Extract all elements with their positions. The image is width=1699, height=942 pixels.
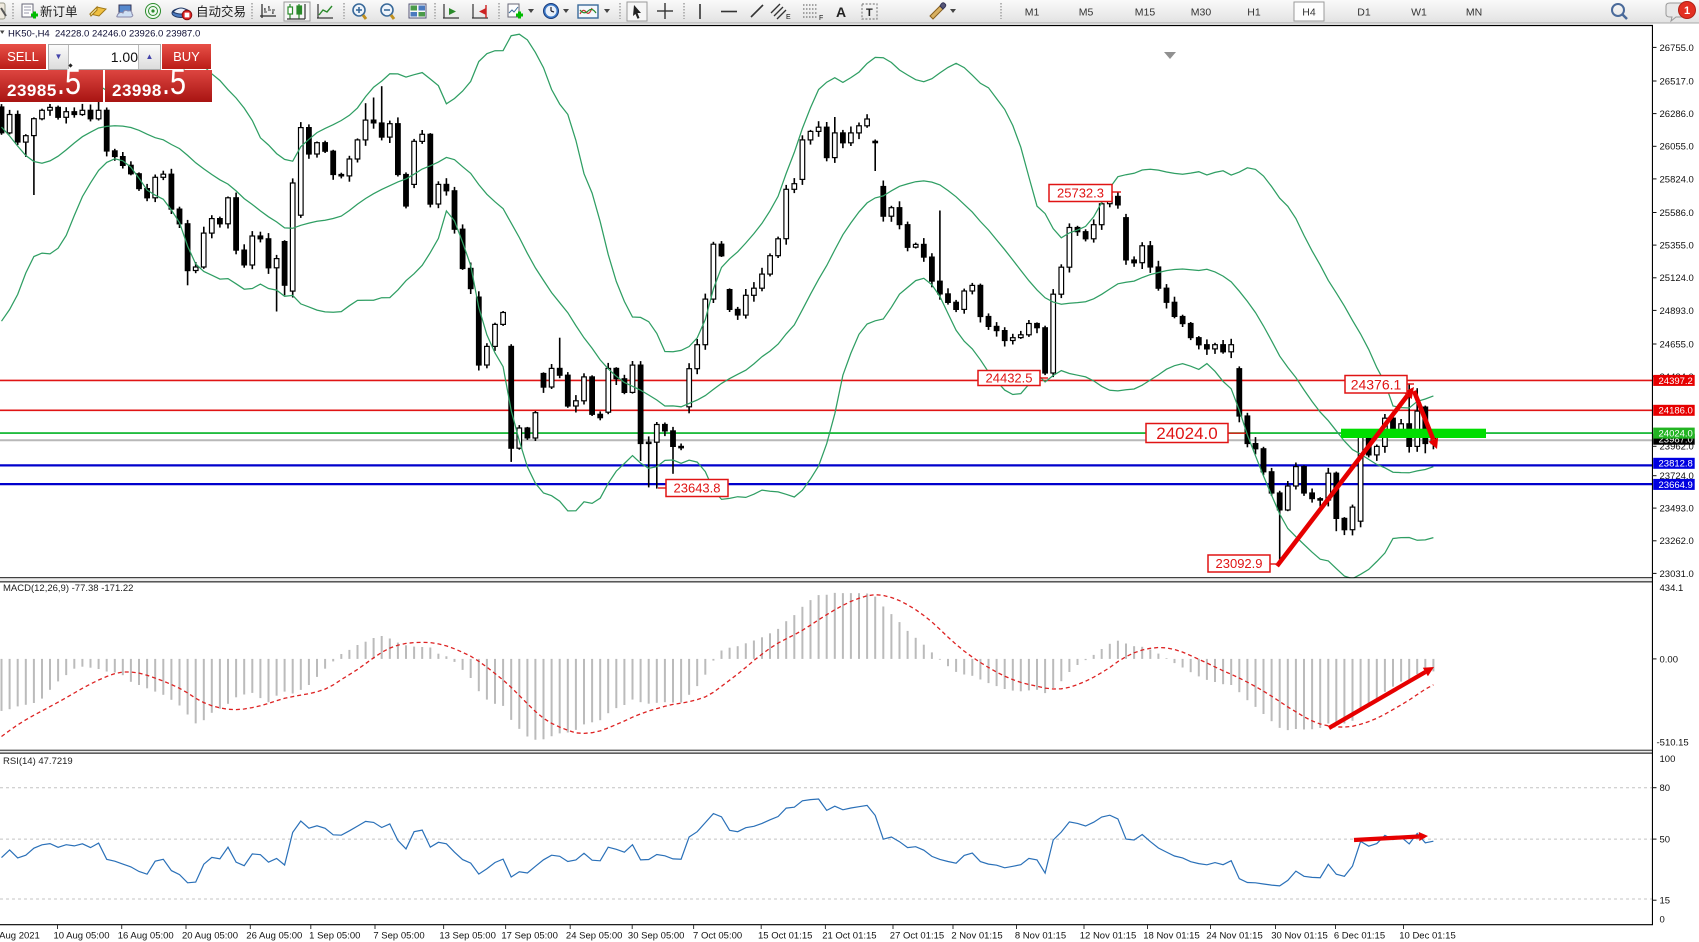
svg-text:25355.0: 25355.0 (1660, 241, 1694, 252)
svg-text:24893.0: 24893.0 (1660, 306, 1694, 317)
svg-text:23092.9: 23092.9 (1216, 556, 1263, 571)
svg-text:18 Nov 01:15: 18 Nov 01:15 (1143, 931, 1200, 942)
svg-text:0.00: 0.00 (1660, 654, 1679, 665)
svg-text:24432.5: 24432.5 (986, 371, 1033, 386)
svg-text:E: E (786, 14, 791, 21)
svg-text:24024.0: 24024.0 (1156, 424, 1217, 443)
svg-text:30 Nov 01:15: 30 Nov 01:15 (1271, 931, 1328, 942)
svg-text:23493.0: 23493.0 (1660, 504, 1694, 515)
svg-text:434.1: 434.1 (1660, 583, 1684, 594)
svg-text:Aug 2021: Aug 2021 (0, 931, 40, 942)
svg-text:H4: H4 (1302, 7, 1316, 19)
svg-text:26286.0: 26286.0 (1660, 109, 1694, 120)
svg-text:2 Nov 01:15: 2 Nov 01:15 (951, 931, 1002, 942)
svg-text:15 Oct 01:15: 15 Oct 01:15 (758, 931, 812, 942)
svg-text:7 Oct 05:00: 7 Oct 05:00 (693, 931, 742, 942)
svg-text:MACD(12,26,9) -77.38 -171.22: MACD(12,26,9) -77.38 -171.22 (3, 583, 133, 594)
svg-text:23987.0: 23987.0 (1659, 435, 1693, 446)
svg-text:自动交易: 自动交易 (196, 4, 246, 19)
svg-text:1: 1 (1684, 5, 1690, 17)
svg-text:24 Nov 01:15: 24 Nov 01:15 (1206, 931, 1263, 942)
svg-text:26517.0: 26517.0 (1660, 76, 1694, 87)
svg-text:24024.0: 24024.0 (1659, 429, 1693, 440)
svg-text:RSI(14) 47.7219: RSI(14) 47.7219 (3, 756, 73, 767)
svg-text:24186.0: 24186.0 (1659, 406, 1693, 417)
svg-text:23812.8: 23812.8 (1659, 459, 1693, 470)
svg-text:20 Aug 05:00: 20 Aug 05:00 (182, 931, 238, 942)
svg-text:17 Sep 05:00: 17 Sep 05:00 (501, 931, 558, 942)
svg-text:M15: M15 (1135, 7, 1156, 19)
svg-text:25586.0: 25586.0 (1660, 208, 1694, 219)
svg-text:21 Oct 01:15: 21 Oct 01:15 (822, 931, 876, 942)
svg-text:30 Sep 05:00: 30 Sep 05:00 (628, 931, 685, 942)
svg-text:M1: M1 (1025, 7, 1040, 19)
svg-text:23724.0: 23724.0 (1660, 471, 1694, 482)
svg-text:23031.0: 23031.0 (1660, 569, 1694, 580)
svg-text:1 Sep 05:00: 1 Sep 05:00 (309, 931, 360, 942)
svg-text:24655.0: 24655.0 (1660, 339, 1694, 350)
svg-text:6 Dec 01:15: 6 Dec 01:15 (1334, 931, 1385, 942)
svg-text:M30: M30 (1191, 7, 1212, 19)
svg-text:80: 80 (1660, 783, 1671, 794)
svg-text:23962.0: 23962.0 (1660, 442, 1694, 453)
svg-text:13 Sep 05:00: 13 Sep 05:00 (439, 931, 496, 942)
svg-text:M5: M5 (1079, 7, 1094, 19)
svg-text:26755.0: 26755.0 (1660, 43, 1694, 54)
svg-text:26 Aug 05:00: 26 Aug 05:00 (246, 931, 302, 942)
svg-text:15: 15 (1660, 896, 1671, 907)
svg-text:100: 100 (1660, 754, 1676, 765)
svg-text:7 Sep 05:00: 7 Sep 05:00 (373, 931, 424, 942)
svg-text:MN: MN (1466, 7, 1482, 19)
svg-text:23262.0: 23262.0 (1660, 536, 1694, 547)
svg-text:26055.0: 26055.0 (1660, 142, 1694, 153)
svg-text:F: F (819, 15, 823, 22)
svg-text:新订单: 新订单 (40, 4, 78, 19)
svg-text:50: 50 (1660, 835, 1671, 846)
svg-text:24376.1: 24376.1 (1351, 376, 1402, 392)
svg-text:27 Oct 01:15: 27 Oct 01:15 (890, 931, 944, 942)
svg-text:25124.0: 25124.0 (1660, 273, 1694, 284)
svg-text:24397.2: 24397.2 (1659, 376, 1693, 387)
svg-text:25824.0: 25824.0 (1660, 174, 1694, 185)
svg-text:16 Aug 05:00: 16 Aug 05:00 (118, 931, 174, 942)
svg-text:0: 0 (1660, 914, 1665, 925)
svg-text:H1: H1 (1247, 7, 1261, 19)
svg-text:12 Nov 01:15: 12 Nov 01:15 (1080, 931, 1137, 942)
svg-text:8 Nov 01:15: 8 Nov 01:15 (1015, 931, 1066, 942)
svg-text:23643.8: 23643.8 (674, 481, 721, 496)
svg-text:D1: D1 (1357, 7, 1371, 19)
svg-text:-510.15: -510.15 (1657, 738, 1689, 749)
svg-text:10 Aug 05:00: 10 Aug 05:00 (54, 931, 110, 942)
svg-text:25732.3: 25732.3 (1057, 186, 1104, 201)
svg-text:A: A (836, 4, 846, 20)
svg-text:HK50-,H4 24228.0 24246.0 2392: HK50-,H4 24228.0 24246.0 23926.0 23987.0 (8, 29, 200, 40)
svg-text:10 Dec 01:15: 10 Dec 01:15 (1399, 931, 1456, 942)
svg-text:23664.9: 23664.9 (1659, 480, 1693, 491)
svg-text:W1: W1 (1411, 7, 1427, 19)
svg-text:T: T (866, 7, 873, 19)
svg-text:24 Sep 05:00: 24 Sep 05:00 (566, 931, 623, 942)
